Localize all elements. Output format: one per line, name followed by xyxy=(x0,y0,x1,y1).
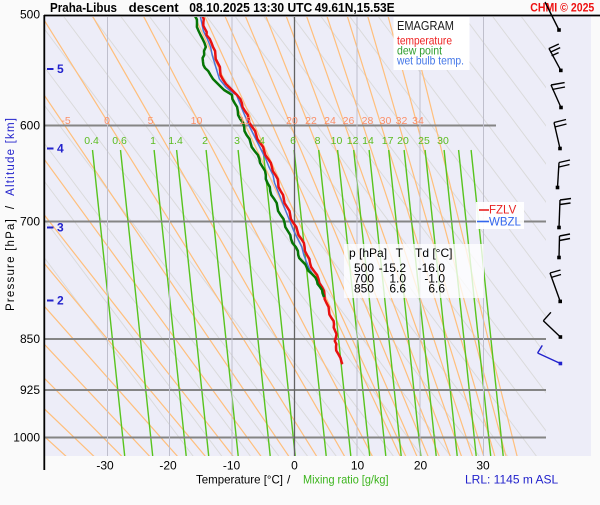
svg-text:1: 1 xyxy=(150,135,156,147)
svg-text:49.61N,15.53E: 49.61N,15.53E xyxy=(315,1,395,15)
svg-text:10: 10 xyxy=(331,135,343,147)
svg-text:30: 30 xyxy=(476,459,490,473)
svg-text:12: 12 xyxy=(347,135,359,147)
svg-text:15: 15 xyxy=(239,115,251,127)
svg-text:-5: -5 xyxy=(61,115,70,127)
svg-text:925: 925 xyxy=(20,383,40,397)
svg-text:1.0: 1.0 xyxy=(389,272,406,286)
svg-text:/: / xyxy=(287,473,291,487)
svg-text:6.6: 6.6 xyxy=(428,282,445,296)
svg-text:3: 3 xyxy=(234,135,240,147)
svg-text:4: 4 xyxy=(57,142,64,156)
svg-text:26: 26 xyxy=(343,115,355,127)
svg-text:0.4: 0.4 xyxy=(84,135,99,147)
svg-text:600: 600 xyxy=(20,119,40,133)
svg-text:14: 14 xyxy=(362,135,374,147)
svg-text:0.6: 0.6 xyxy=(112,135,127,147)
svg-text:2: 2 xyxy=(202,135,208,147)
svg-text:34: 34 xyxy=(412,115,424,127)
svg-text:32: 32 xyxy=(396,115,408,127)
svg-text:p [hPa]: p [hPa] xyxy=(349,246,387,260)
svg-text:-30: -30 xyxy=(96,459,114,473)
svg-text:WBZL: WBZL xyxy=(489,217,522,229)
svg-text:08.10.2025 13:30 UTC: 08.10.2025 13:30 UTC xyxy=(189,1,312,15)
svg-text:500: 500 xyxy=(354,261,374,275)
svg-text:3: 3 xyxy=(57,221,64,235)
svg-text:0: 0 xyxy=(104,115,110,127)
svg-text:-20: -20 xyxy=(159,459,177,473)
svg-text:descent: descent xyxy=(129,1,180,15)
svg-text:850: 850 xyxy=(354,282,374,296)
svg-text:5: 5 xyxy=(148,115,154,127)
svg-text:LRL: 1145 m ASL: LRL: 1145 m ASL xyxy=(465,473,558,487)
svg-text:22: 22 xyxy=(305,115,317,127)
svg-text:700: 700 xyxy=(354,272,374,286)
svg-text:dew point: dew point xyxy=(397,43,443,57)
svg-text:4: 4 xyxy=(259,135,265,147)
svg-text:30: 30 xyxy=(380,115,392,127)
svg-text:1.4: 1.4 xyxy=(168,135,183,147)
svg-text:-16.0: -16.0 xyxy=(418,261,446,275)
svg-text:30: 30 xyxy=(437,135,449,147)
svg-text:8: 8 xyxy=(315,135,321,147)
svg-text:17: 17 xyxy=(382,135,394,147)
svg-text:500: 500 xyxy=(20,8,40,22)
svg-text:Mixing ratio [g/kg]: Mixing ratio [g/kg] xyxy=(303,473,389,487)
svg-text:20: 20 xyxy=(414,459,428,473)
svg-text:2: 2 xyxy=(57,294,64,308)
svg-text:temperature: temperature xyxy=(397,34,452,48)
svg-text:EMAGRAM: EMAGRAM xyxy=(397,19,454,33)
svg-text:850: 850 xyxy=(20,332,40,346)
svg-text:10: 10 xyxy=(351,459,365,473)
svg-text:Temperature [°C]: Temperature [°C] xyxy=(196,473,283,487)
svg-text:6: 6 xyxy=(290,135,296,147)
svg-text:-10: -10 xyxy=(223,459,241,473)
svg-text:Td [°C]: Td [°C] xyxy=(415,246,452,260)
svg-text:0: 0 xyxy=(291,459,298,473)
svg-text:5: 5 xyxy=(57,62,64,76)
svg-text:CHMI © 2025: CHMI © 2025 xyxy=(530,3,595,15)
svg-text:24: 24 xyxy=(324,115,336,127)
svg-text:25: 25 xyxy=(418,135,430,147)
svg-text:28: 28 xyxy=(362,115,374,127)
svg-text:-15.2: -15.2 xyxy=(379,261,407,275)
svg-text:20: 20 xyxy=(397,135,409,147)
svg-text:Pressure [hPa] / Altitude [k: Pressure [hPa] / Altitude [km] xyxy=(5,118,17,311)
svg-text:T: T xyxy=(396,246,404,260)
svg-text:Praha-Libus: Praha-Libus xyxy=(50,1,117,15)
svg-text:1000: 1000 xyxy=(13,431,40,445)
svg-text:10: 10 xyxy=(191,115,203,127)
svg-text:wet bulb temp.: wet bulb temp. xyxy=(396,54,464,68)
svg-text:700: 700 xyxy=(20,215,40,229)
svg-text:FZLV: FZLV xyxy=(489,205,517,217)
svg-text:20: 20 xyxy=(286,115,298,127)
svg-text:6.6: 6.6 xyxy=(389,282,406,296)
svg-text:-1.0: -1.0 xyxy=(424,272,445,286)
